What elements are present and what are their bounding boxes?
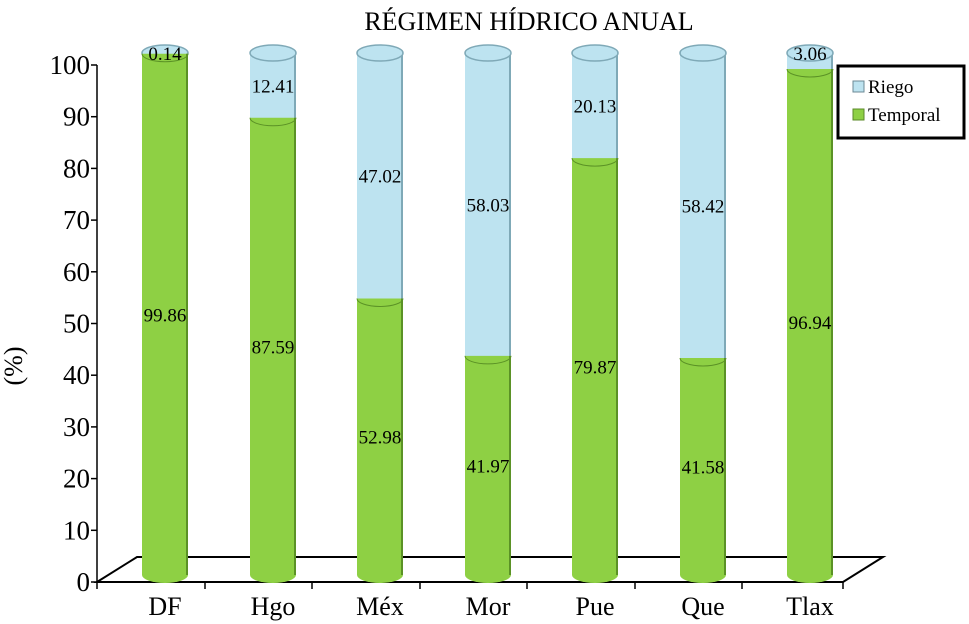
temporal-bar-body: [142, 53, 188, 584]
y-tick-label: 20: [63, 464, 90, 494]
legend-label-riego: Riego: [868, 77, 913, 98]
y-tick-label: 40: [63, 360, 90, 390]
riego-data-label: 47.02: [359, 167, 402, 188]
riego-data-label: 0.14: [148, 44, 182, 65]
bar-group: 96.94 3.06: [786, 44, 834, 583]
temporal-bar-seam: [571, 157, 619, 167]
temporal-data-label: 99.86: [144, 305, 187, 326]
temporal-bar-body: [787, 68, 833, 583]
bar-group: 41.97 58.03: [464, 44, 512, 583]
riego-bar-top: [356, 44, 404, 62]
y-tick-label: 90: [63, 102, 90, 132]
x-tick-label: Tlax: [786, 592, 834, 621]
temporal-bar: [249, 117, 297, 583]
temporal-bar: [571, 157, 619, 583]
temporal-data-label: 79.87: [574, 358, 617, 379]
temporal-bar-body: [680, 357, 726, 583]
y-tick-label: 60: [63, 257, 90, 287]
x-tick-label: Mor: [466, 592, 511, 621]
temporal-data-label: 96.94: [789, 313, 832, 334]
x-tick-labels: DF Hgo Méx Mor Pue Que Tlax: [148, 592, 833, 621]
riego-bar: [464, 44, 512, 364]
temporal-data-label: 52.98: [359, 428, 402, 449]
temporal-bar-body: [572, 158, 618, 583]
temporal-bar-body: [465, 355, 511, 583]
riego-data-label: 3.06: [793, 44, 826, 65]
bar-group: 52.98 47.02: [356, 44, 404, 583]
riego-bar: [249, 44, 297, 126]
temporal-bar-seam: [356, 298, 404, 307]
riego-data-label: 12.41: [252, 76, 295, 97]
y-tick-label: 10: [63, 515, 90, 545]
legend: Riego Temporal: [836, 64, 966, 140]
y-tick-label: 80: [63, 153, 90, 183]
riego-bar-body: [680, 53, 726, 366]
riego-data-label: 58.42: [682, 196, 725, 217]
x-tick-label: DF: [148, 592, 181, 621]
axes: [91, 64, 98, 583]
legend-swatch-temporal: [852, 108, 865, 121]
temporal-bar-body: [357, 298, 403, 583]
y-tick-label: 0: [77, 567, 91, 597]
temporal-data-label: 41.97: [467, 456, 510, 477]
riego-bar: [679, 44, 727, 366]
temporal-bar: [679, 357, 727, 583]
chart-title: RÉGIMEN HÍDRICO ANUAL: [364, 7, 693, 36]
temporal-bar-seam: [464, 355, 512, 365]
temporal-data-label: 87.59: [252, 337, 295, 358]
riego-bar-top: [249, 44, 297, 62]
riego-bar: [356, 44, 404, 307]
riego-data-label: 20.13: [574, 97, 617, 118]
legend-box: [836, 64, 966, 140]
x-tick-label: Hgo: [251, 592, 296, 621]
temporal-bar: [464, 355, 512, 583]
temporal-bar: [356, 298, 404, 583]
temporal-bar: [141, 53, 189, 584]
riego-data-label: 58.03: [467, 195, 510, 216]
y-tick-label: 100: [50, 50, 91, 80]
riego-bar-top: [786, 44, 834, 62]
bars: 99.86 0.14 87.59 12.41 52.98 47.02 41.97 58.03 7…: [141, 44, 834, 584]
y-tick-label: 30: [63, 412, 90, 442]
temporal-bar-seam: [141, 53, 189, 63]
bar-group: 79.87 20.13: [571, 44, 619, 583]
legend-swatch-riego: [852, 80, 865, 93]
y-tick-labels: 0 10 20 30 40 50 60 70 80 90 100: [50, 50, 91, 597]
temporal-bar-seam: [249, 117, 297, 127]
x-tick-label: Pue: [576, 592, 615, 621]
bar-group: 87.59 12.41: [249, 44, 297, 583]
riego-bar-body: [357, 53, 404, 307]
temporal-bar: [786, 68, 834, 583]
x-tick-label: Méx: [356, 592, 404, 621]
y-axis-label: (%): [0, 347, 28, 386]
legend-label-temporal: Temporal: [868, 105, 941, 126]
temporal-bar-seam: [679, 357, 727, 367]
y-tick-label: 70: [63, 205, 90, 235]
bar-group: 99.86 0.14: [141, 44, 189, 584]
temporal-bar-seam: [786, 68, 834, 78]
riego-bar-body: [572, 53, 618, 167]
riego-bar-top: [464, 44, 512, 62]
temporal-bar-body: [250, 117, 296, 583]
y-tick-label: 50: [63, 309, 90, 339]
riego-bar-top: [679, 44, 727, 62]
riego-bar-body: [250, 53, 296, 126]
bar-group: 41.58 58.42: [679, 44, 727, 583]
temporal-data-label: 41.58: [682, 457, 725, 478]
x-tick-label: Que: [681, 592, 724, 621]
riego-bar: [571, 44, 619, 167]
riego-bar-body: [465, 53, 511, 364]
riego-bar-top: [571, 44, 619, 62]
